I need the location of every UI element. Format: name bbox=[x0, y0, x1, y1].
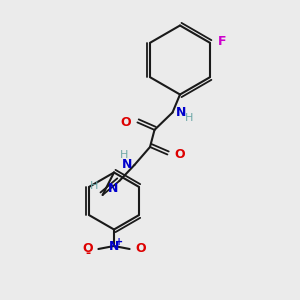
Text: H: H bbox=[185, 113, 194, 123]
Text: N: N bbox=[122, 158, 132, 172]
Text: H: H bbox=[120, 151, 128, 160]
Text: N: N bbox=[107, 182, 118, 195]
Text: N: N bbox=[176, 106, 187, 119]
Text: -: - bbox=[85, 247, 91, 260]
Text: F: F bbox=[218, 35, 226, 48]
Text: O: O bbox=[174, 148, 184, 161]
Text: N: N bbox=[109, 239, 119, 253]
Text: O: O bbox=[135, 242, 146, 256]
Text: O: O bbox=[120, 116, 131, 129]
Text: O: O bbox=[82, 242, 93, 256]
Text: +: + bbox=[115, 237, 124, 247]
Text: H: H bbox=[90, 182, 98, 191]
